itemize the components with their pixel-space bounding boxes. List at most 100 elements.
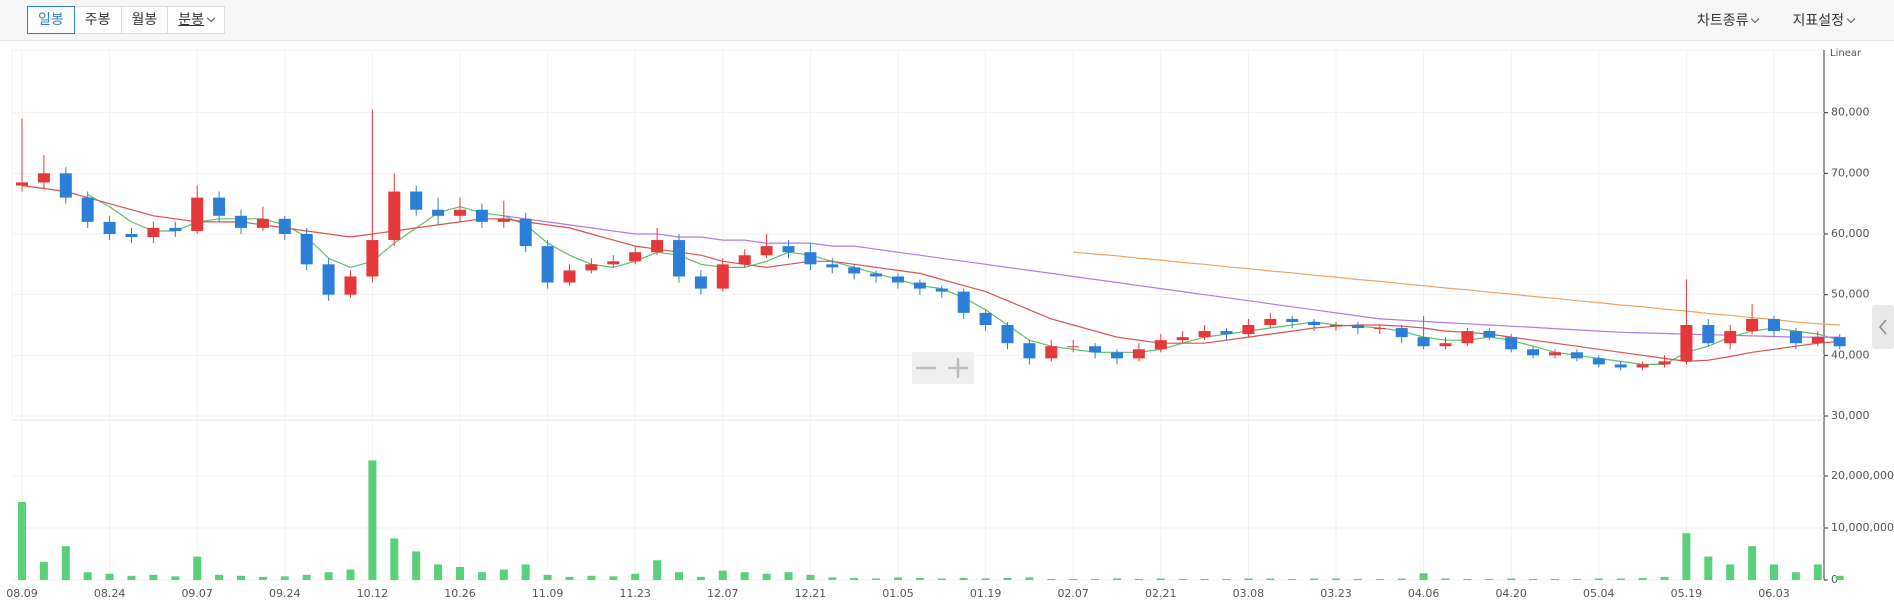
y-tick-label: 50,000 [1831, 288, 1870, 301]
candle-body [432, 209, 445, 216]
plot: Linear 30,000 40,000 50,000 60,000 70,000 80,0… [6, 48, 1894, 600]
candle-body [475, 209, 488, 222]
volume-bar [1572, 578, 1581, 580]
candle-body [1132, 349, 1145, 359]
volume-bar [806, 574, 815, 580]
volume-bar [1353, 578, 1362, 580]
candle-body [410, 191, 423, 210]
volume-bar [237, 575, 245, 580]
candle-body [147, 227, 160, 238]
x-tick-label: 09.24 [269, 587, 301, 600]
x-tick-label: 02.21 [1145, 587, 1177, 600]
candle-body [1373, 328, 1386, 330]
x-tick-label: 12.21 [795, 587, 827, 600]
volume-bar [412, 551, 421, 580]
candle-body [1395, 328, 1408, 338]
volume-bar [1770, 564, 1778, 580]
candle-body [1045, 346, 1058, 359]
volume-bar [1551, 578, 1559, 580]
candle-body [1505, 337, 1518, 350]
period-button[interactable]: 일봉 [27, 6, 75, 34]
volume-bar [894, 577, 902, 580]
volume-bar [1682, 533, 1691, 580]
candle-body [1461, 331, 1474, 344]
candle-body [191, 197, 204, 231]
candle-body [16, 182, 28, 186]
x-tick-label: 01.19 [970, 587, 1002, 600]
zoom-in[interactable] [948, 358, 968, 378]
period-button-label: 일봉 [38, 12, 64, 28]
volume-bar [675, 572, 683, 580]
period-button-label: 주봉 [84, 12, 111, 28]
moving-average [1073, 251, 1840, 326]
y-tick-label: 80,000 [1831, 106, 1870, 119]
volume-bar [1069, 578, 1078, 580]
volume-bar [1200, 578, 1209, 580]
x-tick-label: 01.05 [882, 587, 914, 600]
x-tick-label: 11.23 [619, 587, 651, 600]
volume-bar [872, 578, 881, 580]
volume-bar [390, 538, 399, 580]
x-tick-label: 08.24 [94, 587, 126, 600]
candle-body [935, 288, 948, 292]
volume-bar [1397, 578, 1406, 580]
candle-body [804, 252, 817, 265]
candle-body [1527, 349, 1540, 356]
period-button-label: 월봉 [131, 12, 158, 28]
y-tick-label: 0 [1831, 573, 1838, 586]
volume-bar [127, 575, 136, 580]
candle-body [81, 197, 94, 222]
candle-body [1220, 331, 1233, 335]
volume-bar [171, 576, 180, 580]
collapse-tab[interactable] [1872, 305, 1894, 349]
volume-bar [1813, 564, 1822, 580]
scale-label: Linear [1830, 48, 1862, 59]
candle-body [213, 197, 226, 216]
candle-body [716, 264, 729, 289]
menu-button-label: 지표설정 [1792, 13, 1844, 29]
volume-bar [828, 577, 837, 580]
candle-body [1614, 364, 1627, 368]
volume-bar [477, 572, 486, 580]
x-tick-label: 05.04 [1583, 587, 1615, 600]
candle-body [1198, 331, 1211, 338]
candle-body [892, 276, 904, 283]
moving-average [21, 184, 1840, 363]
x-tick-label: 04.06 [1408, 587, 1440, 600]
candle-body [629, 252, 642, 262]
volume-bar [521, 564, 530, 580]
candle-body [1001, 325, 1014, 344]
period-button[interactable]: 분봉 [167, 6, 226, 34]
candle-body [103, 221, 116, 234]
candle-body [673, 240, 685, 277]
menu-button[interactable]: 차트종류 [1697, 10, 1760, 30]
candle-body [519, 218, 532, 247]
volume-bar [1441, 578, 1450, 580]
volume-bar [83, 572, 92, 580]
volume-bar [1025, 577, 1034, 580]
volume-bar [1835, 575, 1844, 580]
candle-body [585, 264, 598, 271]
volume-bar [1288, 578, 1297, 580]
candle-body [782, 246, 795, 253]
x-tick-label: 06.03 [1758, 587, 1790, 600]
volume-bar [1332, 578, 1340, 580]
volume-bar [937, 578, 946, 580]
x-tick-label: 08.09 [6, 587, 38, 600]
candle-body [957, 291, 970, 313]
volume-bar [149, 574, 158, 580]
x-tick-label: 03.23 [1320, 587, 1352, 600]
toolbar: 일봉 주봉 월봉 분봉 차트종류 지표설정 [0, 0, 1894, 41]
moving-average [503, 215, 1840, 338]
volume-bar [696, 576, 705, 580]
period-button[interactable]: 월봉 [120, 6, 169, 34]
volume-bar [1222, 578, 1231, 580]
y-tick-label: 30,000 [1831, 409, 1870, 422]
candle-body [1089, 346, 1102, 353]
volume-bar [1310, 578, 1319, 580]
menu-button[interactable]: 지표설정 [1792, 10, 1856, 30]
candle-body [1111, 352, 1123, 359]
volume-bar [456, 567, 464, 580]
